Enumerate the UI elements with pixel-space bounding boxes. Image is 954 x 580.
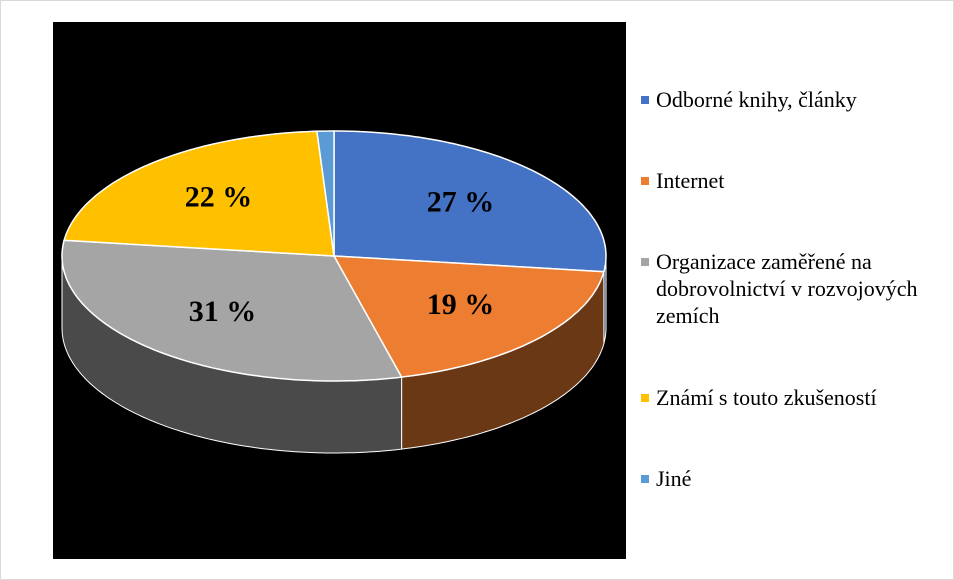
data-label: 31 % — [189, 295, 257, 328]
legend-swatch — [641, 177, 649, 186]
legend-entry: Internet — [641, 167, 941, 194]
slice — [333, 130, 607, 273]
plot-area: 27 % 19 % 31 % 22 % — [53, 22, 626, 559]
legend-label: Organizace zaměřené na dobrovolnictví v … — [656, 249, 918, 329]
legend-swatch — [641, 258, 649, 267]
legend-label: Jiné — [656, 465, 692, 491]
legend-swatch — [641, 393, 649, 402]
legend-swatch — [641, 474, 649, 483]
data-label: 22 % — [185, 180, 253, 213]
legend-label: Internet — [656, 168, 725, 194]
slice — [61, 239, 403, 382]
slice — [316, 130, 335, 257]
slice — [332, 255, 605, 378]
legend-entry: Jiné — [641, 465, 941, 492]
slice — [63, 130, 335, 257]
legend-entry: Známí s touto zkušeností — [641, 384, 941, 411]
legend-swatch — [641, 96, 649, 105]
data-label: 19 % — [427, 288, 495, 321]
legend-entry: Organizace zaměřené na dobrovolnictví v … — [641, 248, 941, 329]
data-label: 27 % — [427, 186, 495, 219]
legend-label: Odborné knihy, články — [656, 87, 857, 113]
legend-label: Známí s touto zkušeností — [656, 384, 877, 410]
legend-entry: Odborné knihy, články — [641, 86, 941, 113]
legend: Odborné knihy, články Internet Organizace … — [641, 59, 941, 519]
